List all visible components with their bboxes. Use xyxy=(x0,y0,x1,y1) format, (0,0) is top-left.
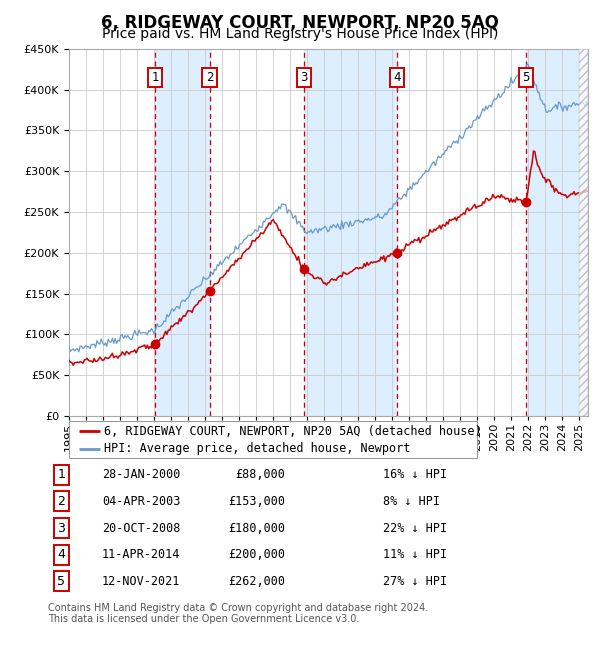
Text: 4: 4 xyxy=(394,71,401,84)
Text: 5: 5 xyxy=(523,71,530,84)
Text: 3: 3 xyxy=(58,521,65,534)
Text: Contains HM Land Registry data © Crown copyright and database right 2024.: Contains HM Land Registry data © Crown c… xyxy=(48,603,428,613)
Text: 6, RIDGEWAY COURT, NEWPORT, NP20 5AQ: 6, RIDGEWAY COURT, NEWPORT, NP20 5AQ xyxy=(101,14,499,32)
Text: 20-OCT-2008: 20-OCT-2008 xyxy=(102,521,181,534)
Bar xyxy=(155,49,209,416)
Text: 8% ↓ HPI: 8% ↓ HPI xyxy=(383,495,440,508)
Text: 27% ↓ HPI: 27% ↓ HPI xyxy=(383,575,447,588)
Text: 04-APR-2003: 04-APR-2003 xyxy=(102,495,181,508)
Text: 12-NOV-2021: 12-NOV-2021 xyxy=(102,575,181,588)
Text: 4: 4 xyxy=(58,549,65,562)
Polygon shape xyxy=(580,49,588,416)
Bar xyxy=(304,49,397,416)
Text: 1: 1 xyxy=(152,71,159,84)
Text: 22% ↓ HPI: 22% ↓ HPI xyxy=(383,521,447,534)
FancyBboxPatch shape xyxy=(69,421,477,458)
Text: £200,000: £200,000 xyxy=(229,549,286,562)
Text: Price paid vs. HM Land Registry's House Price Index (HPI): Price paid vs. HM Land Registry's House … xyxy=(102,27,498,42)
Text: £180,000: £180,000 xyxy=(229,521,286,534)
Text: HPI: Average price, detached house, Newport: HPI: Average price, detached house, Newp… xyxy=(104,442,410,455)
Text: £153,000: £153,000 xyxy=(229,495,286,508)
Text: £88,000: £88,000 xyxy=(236,468,286,481)
Text: 11-APR-2014: 11-APR-2014 xyxy=(102,549,181,562)
Text: 16% ↓ HPI: 16% ↓ HPI xyxy=(383,468,447,481)
Bar xyxy=(526,49,588,416)
Text: £262,000: £262,000 xyxy=(229,575,286,588)
Text: 11% ↓ HPI: 11% ↓ HPI xyxy=(383,549,447,562)
Text: 2: 2 xyxy=(206,71,214,84)
Text: 5: 5 xyxy=(58,575,65,588)
Text: 3: 3 xyxy=(300,71,308,84)
Text: This data is licensed under the Open Government Licence v3.0.: This data is licensed under the Open Gov… xyxy=(48,614,359,624)
Text: 1: 1 xyxy=(58,468,65,481)
Text: 6, RIDGEWAY COURT, NEWPORT, NP20 5AQ (detached house): 6, RIDGEWAY COURT, NEWPORT, NP20 5AQ (de… xyxy=(104,424,481,437)
Text: 2: 2 xyxy=(58,495,65,508)
Text: 28-JAN-2000: 28-JAN-2000 xyxy=(102,468,181,481)
